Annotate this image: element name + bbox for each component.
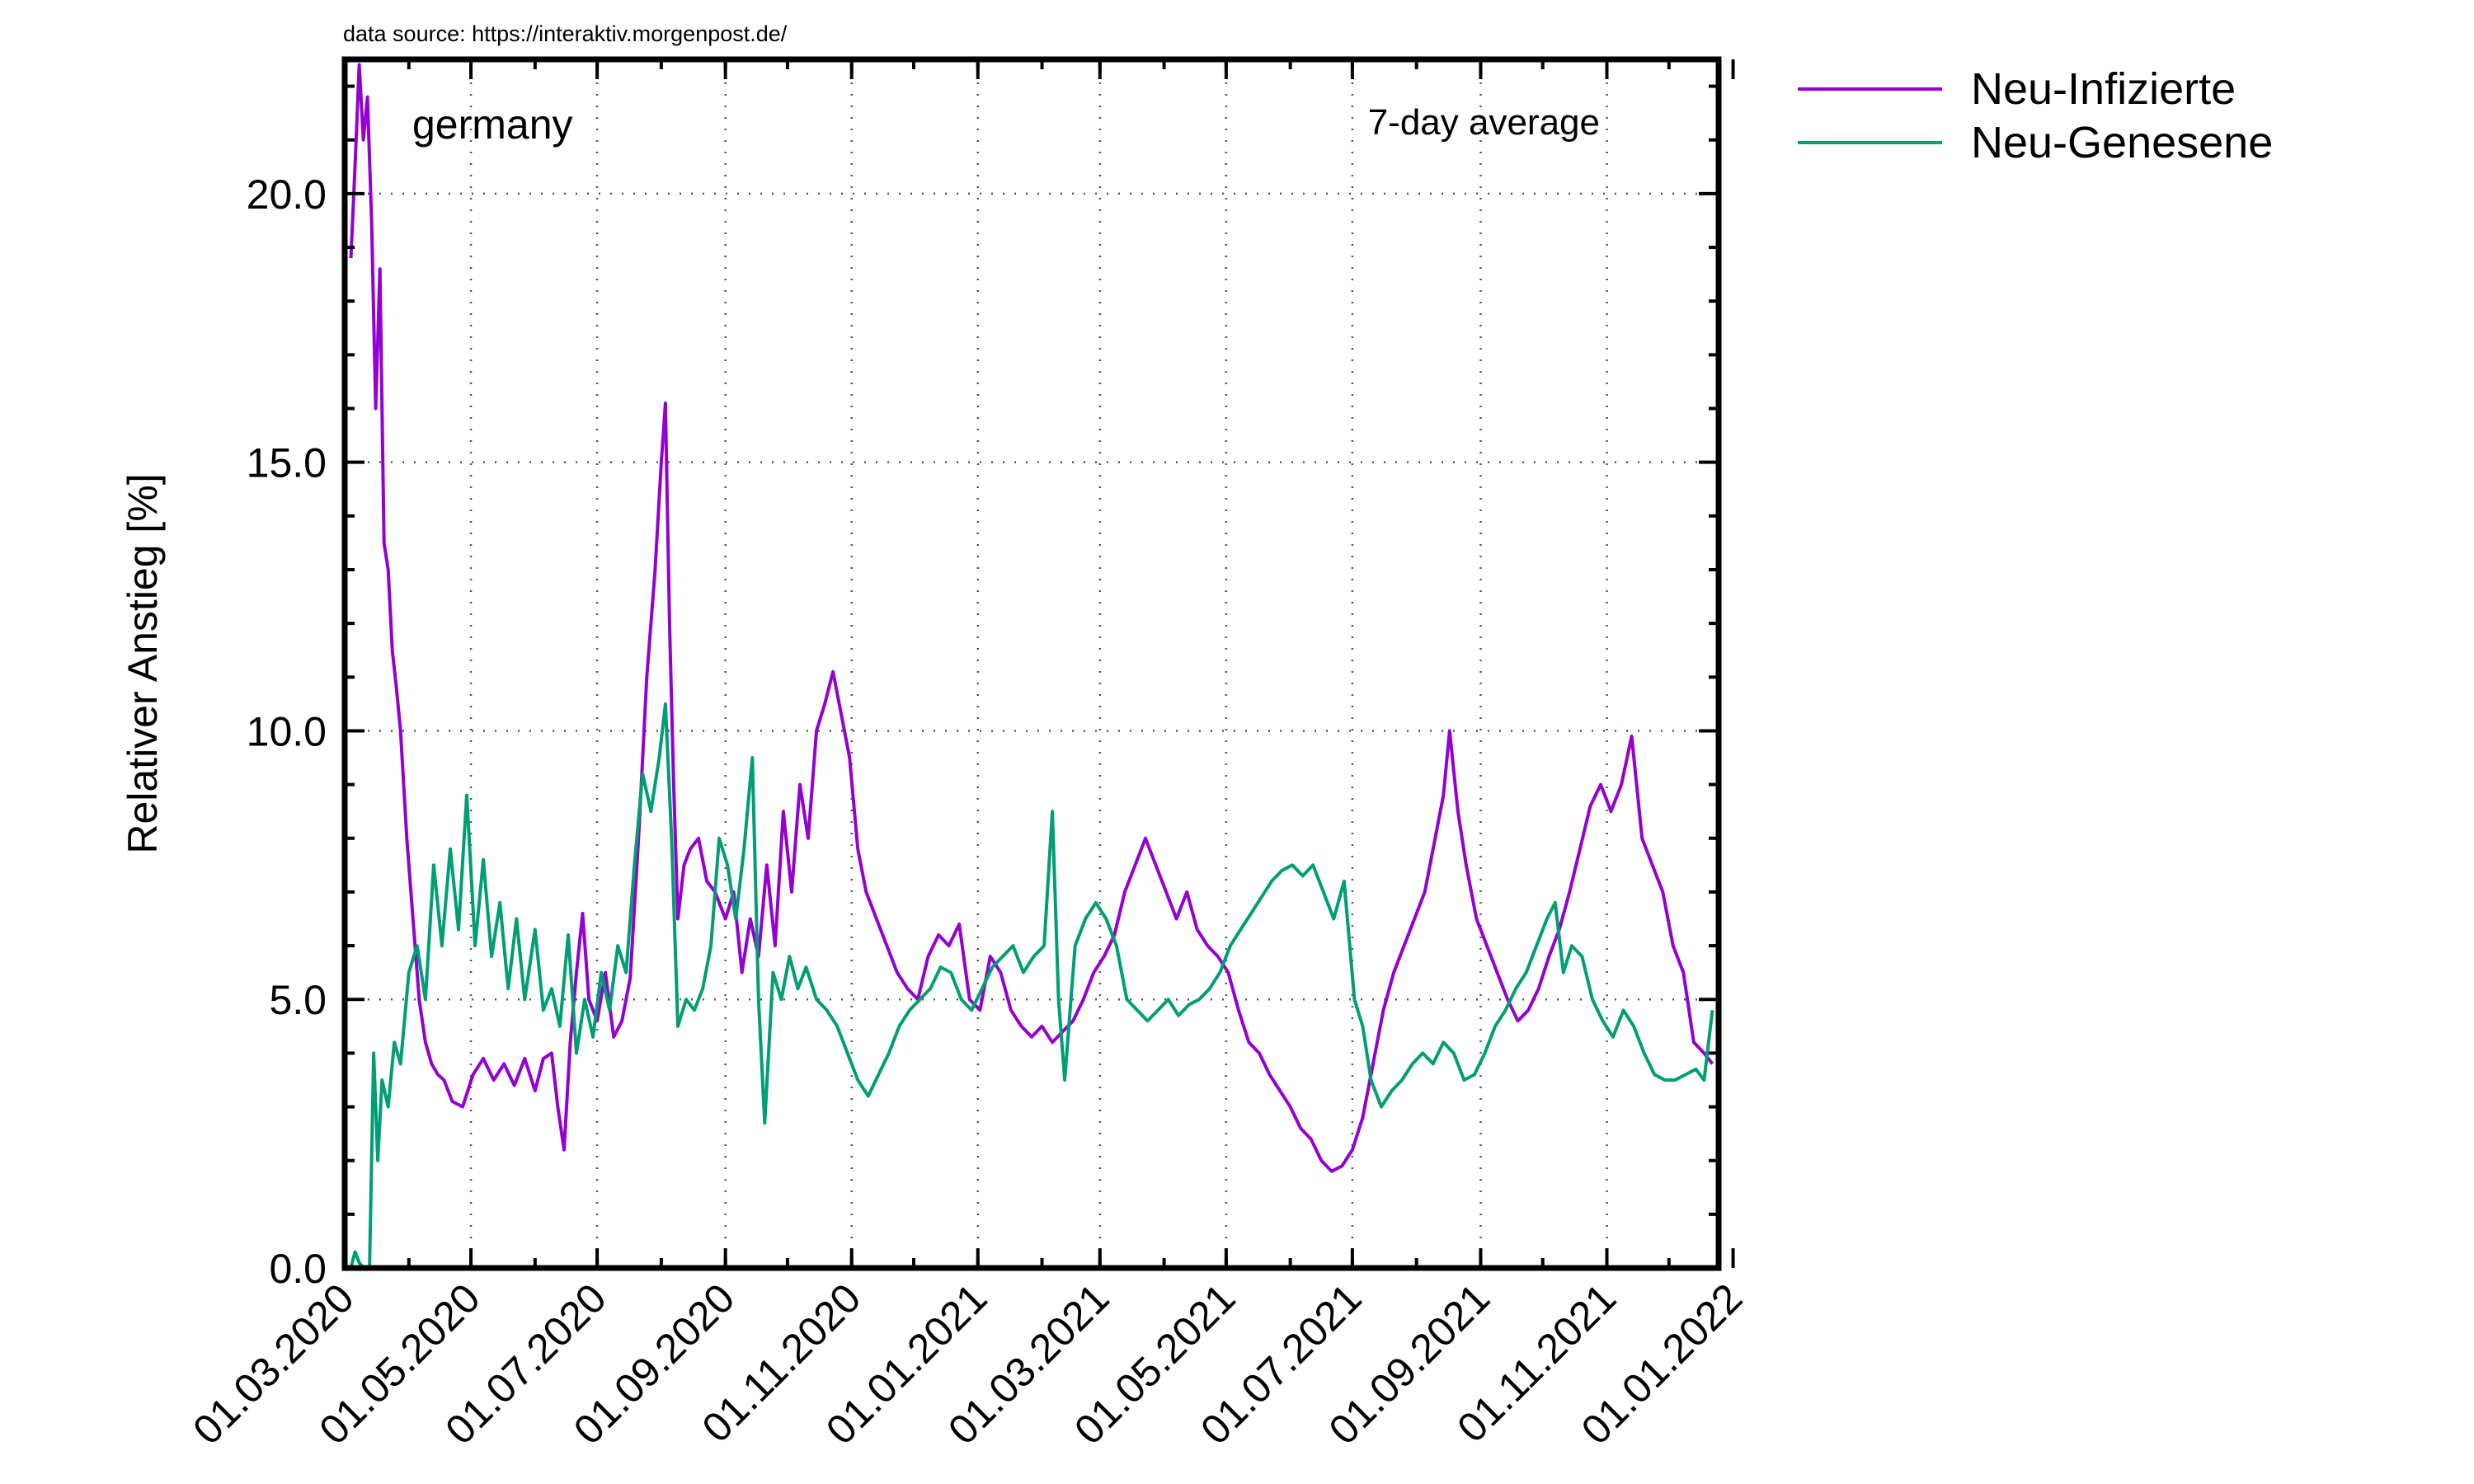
- annotation-country: germany: [412, 101, 573, 148]
- series-line-neu-infizierte: [349, 63, 1714, 1173]
- series-lines: [349, 63, 1714, 1270]
- annotation-average: 7-day average: [1368, 102, 1600, 143]
- y-tick-label-2: 10.0: [247, 708, 327, 754]
- y-tick-label-1: 5.0: [269, 977, 327, 1023]
- legend-label-neu-infizierte: Neu-Infizierte: [1971, 64, 2236, 114]
- y-axis-label: Relativer Anstieg [%]: [120, 473, 166, 853]
- axis-ticks: [343, 59, 1735, 1270]
- y-tick-labels: 0.0 5.0 10.0 15.0 20.0: [247, 171, 327, 1292]
- plot-frame: [341, 56, 1722, 1271]
- y-tick-label-3: 15.0: [247, 440, 327, 486]
- legend-label-neu-genesene: Neu-Genesene: [1971, 118, 2273, 167]
- y-tick-label-4: 20.0: [247, 171, 327, 218]
- x-tick-labels: 01.03.202001.05.202001.07.202001.09.2020…: [184, 1275, 1751, 1453]
- y-tick-label-0: 0.0: [269, 1246, 327, 1292]
- series-line-neu-genesene: [349, 702, 1714, 1270]
- data-source-note: data source: https://interaktiv.morgenpo…: [343, 21, 788, 46]
- legend: Neu-Infizierte Neu-Genesene: [1798, 64, 2273, 167]
- grid: [345, 59, 1719, 1268]
